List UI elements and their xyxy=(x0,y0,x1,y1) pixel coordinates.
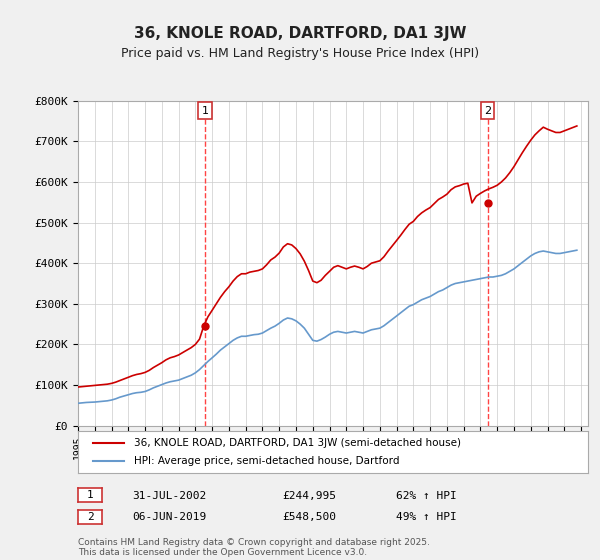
Text: 1: 1 xyxy=(86,491,94,500)
Text: 06-JUN-2019: 06-JUN-2019 xyxy=(132,512,206,522)
Text: 1: 1 xyxy=(202,105,209,115)
Text: £548,500: £548,500 xyxy=(282,512,336,522)
Text: 31-JUL-2002: 31-JUL-2002 xyxy=(132,491,206,501)
Text: HPI: Average price, semi-detached house, Dartford: HPI: Average price, semi-detached house,… xyxy=(134,456,400,466)
Text: 36, KNOLE ROAD, DARTFORD, DA1 3JW: 36, KNOLE ROAD, DARTFORD, DA1 3JW xyxy=(134,26,466,41)
Text: 2: 2 xyxy=(86,512,94,521)
Text: Price paid vs. HM Land Registry's House Price Index (HPI): Price paid vs. HM Land Registry's House … xyxy=(121,46,479,60)
Text: 49% ↑ HPI: 49% ↑ HPI xyxy=(396,512,457,522)
Text: 2: 2 xyxy=(484,105,491,115)
Text: Contains HM Land Registry data © Crown copyright and database right 2025.
This d: Contains HM Land Registry data © Crown c… xyxy=(78,538,430,557)
Text: 36, KNOLE ROAD, DARTFORD, DA1 3JW (semi-detached house): 36, KNOLE ROAD, DARTFORD, DA1 3JW (semi-… xyxy=(134,438,461,448)
Text: £244,995: £244,995 xyxy=(282,491,336,501)
Text: 62% ↑ HPI: 62% ↑ HPI xyxy=(396,491,457,501)
